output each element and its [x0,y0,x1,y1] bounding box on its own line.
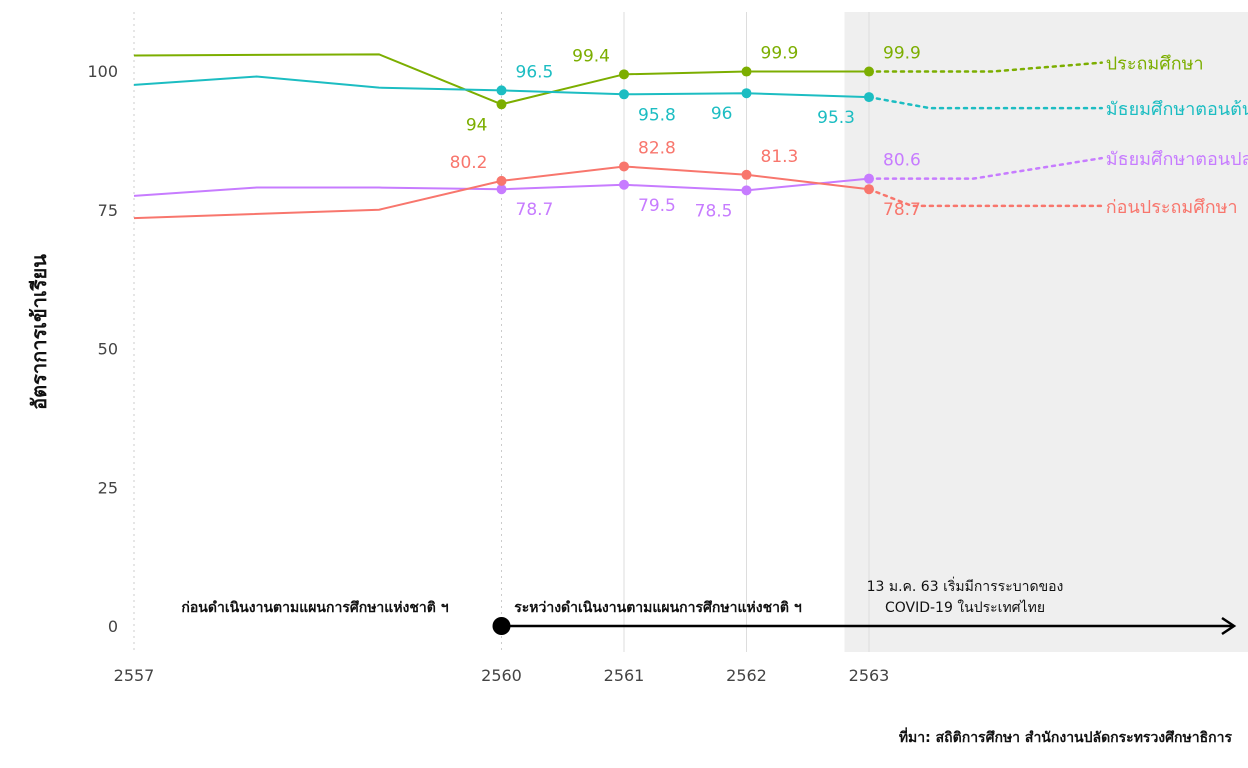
data-label: 94 [466,115,488,135]
series-label: ประถมศึกษา [1106,54,1204,75]
x-tick-label: 2561 [604,666,645,685]
series-line [133,53,869,106]
data-label: 96.5 [516,62,554,82]
series-label: มัธยมศึกษาตอนปลาย [1106,149,1248,170]
data-point [741,66,752,77]
data-label: 99.9 [761,44,799,64]
data-point [741,169,752,180]
timeline-arrow-head [1221,616,1237,636]
data-point [496,184,507,195]
x-tick-label: 2563 [849,666,890,685]
timeline-start-dot [492,617,511,635]
covid-period-shade [844,12,1248,652]
x-tick-label: 2557 [114,666,155,685]
data-point [741,88,752,99]
data-label: 95.3 [817,108,855,128]
data-label: 78.7 [516,200,554,220]
data-point [864,92,874,103]
series-line [133,165,870,220]
y-axis-title: อัตราการเข้าเรียน [27,254,51,410]
x-tick-label: 2560 [481,666,522,685]
covid-annotation-line1: 13 ม.ค. 63 เริ่มมีการระบาดของ [867,577,1064,595]
data-point [619,89,629,100]
data-point [864,184,874,195]
data-label: 80.2 [450,153,488,173]
series-projection [867,187,1103,208]
y-tick-label: 75 [98,201,118,220]
series-projection [867,156,1103,180]
data-label: 95.8 [638,105,676,125]
data-point [619,179,629,190]
data-label: 82.8 [638,138,676,158]
x-tick-label: 2562 [726,666,767,685]
data-label: 78.5 [695,201,733,221]
y-tick-label: 50 [98,340,118,359]
data-point [864,173,874,184]
y-tick-label: 0 [108,617,118,636]
data-label: 96 [711,104,733,124]
source-note: ที่มา: สถิติการศึกษา สำนักงานปลัดกระทรวง… [899,727,1233,746]
data-label: 79.5 [638,196,676,216]
data-label: 99.4 [572,46,610,66]
y-tick-label: 25 [98,478,118,497]
data-label: 80.6 [883,151,921,171]
y-tick-label: 100 [87,62,118,81]
data-point [496,175,507,186]
covid-annotation-line2: COVID-19 ในประเทศไทย [885,599,1045,616]
during-plan-annotation: ระหว่างดำเนินงานตามแผนการศึกษาแห่งชาติ ฯ [514,599,802,616]
series-label: ก่อนประถมศึกษา [1106,197,1238,218]
data-point [864,66,874,77]
data-point [619,69,629,80]
data-point [496,99,507,110]
data-point [741,185,752,196]
data-label: 78.7 [883,200,921,220]
data-point [619,161,629,172]
before-plan-annotation: ก่อนดำเนินงานตามแผนการศึกษาแห่งชาติ ฯ [181,599,448,616]
data-label: 99.9 [883,44,921,64]
data-label: 81.3 [761,147,799,167]
data-point [496,85,507,96]
series-label: มัธยมศึกษาตอนต้น [1106,99,1248,120]
series-projection [867,95,1103,110]
series-projection [867,61,1103,73]
